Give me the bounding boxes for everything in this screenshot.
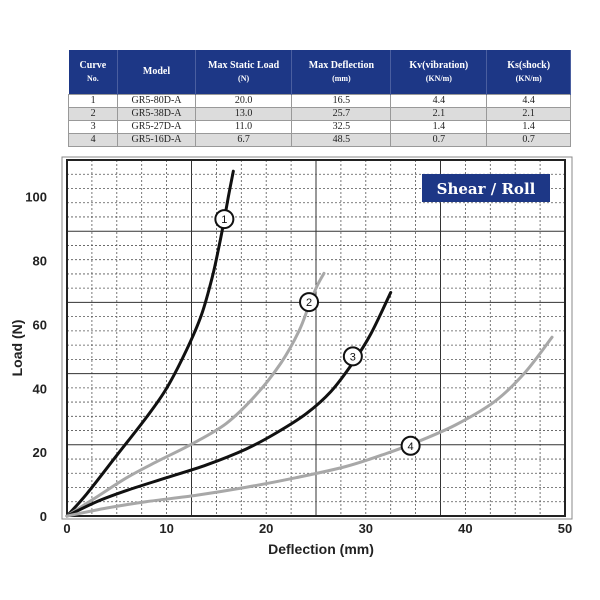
y-axis-label: Load (N) [9,320,25,377]
curve-marker-1 [214,209,235,230]
column-header: Model [117,50,196,95]
column-header-title: Model [142,65,171,77]
chart-title: Shear / Roll [437,180,536,198]
y-tick-label: 40 [33,381,47,396]
column-header-unit: (KN/m) [515,74,542,84]
table-cell: 2.1 [486,107,571,121]
curve-3 [65,291,393,518]
spec-table: Curve No. Model Max Static Load (N) Max Defle… [67,50,571,147]
curve-marker-4 [400,435,421,456]
x-tick-label: 10 [159,521,173,536]
column-header: Kv(vibration) (KN/m) [390,50,488,95]
table-cell: 13.0 [194,107,293,121]
x-axis-label: Deflection (mm) [268,541,374,557]
column-header-unit: (N) [238,74,250,84]
column-header-unit: No. [87,74,99,84]
table-row: 1 GR5-80D-A 20.0 16.5 4.4 4.4 [67,94,571,108]
table-cell: 6.7 [194,133,293,147]
table-cell: 0.7 [486,133,571,147]
table-cell: GR5-16D-A [117,133,196,147]
curve-label-3: 3 [350,351,356,363]
y-tick-label: 0 [40,509,47,524]
plot-border [66,159,566,517]
curve-label-1: 1 [221,214,227,226]
y-tick-label: 60 [33,317,47,332]
table-cell: 4 [67,133,119,147]
chart-frame [61,156,573,520]
column-header: Ks(shock) (KN/m) [486,50,571,95]
y-tick-label: 20 [33,445,47,460]
table-row: 3 GR5-27D-A 11.0 32.5 1.4 1.4 [67,120,571,134]
x-tick-label: 30 [359,521,373,536]
y-tick-label: 100 [25,190,47,205]
column-header-unit: (KN/m) [425,74,452,84]
curve-4 [65,335,554,518]
x-tick-label: 0 [63,521,70,536]
table-row: 4 GR5-16D-A 6.7 48.5 0.7 0.7 [67,133,571,147]
column-header-title: Curve [79,59,107,71]
column-header: Max Deflection (mm) [291,50,392,95]
x-tick-label: 50 [558,521,572,536]
column-header-unit: (mm) [332,74,351,84]
column-header-title: Kv(vibration) [409,59,469,71]
y-tick-label: 80 [33,254,47,269]
curve-marker-3 [342,346,363,367]
table-cell: 0.7 [390,133,488,147]
column-header: Max Static Load (N) [195,50,293,95]
column-header-title: Max Static Load [208,59,280,71]
column-header-title: Max Deflection [308,59,375,71]
curve-label-2: 2 [306,297,312,309]
table-cell: 48.5 [291,133,392,147]
title-badge [422,174,550,202]
x-tick-label: 20 [259,521,273,536]
curve-marker-2 [299,292,320,313]
table-header-row: Curve No. Model Max Static Load (N) Max Defle… [68,50,571,95]
column-header: Curve No. [68,50,119,95]
x-tick-label: 40 [458,521,472,536]
column-header-title: Ks(shock) [507,59,551,71]
curve-label-4: 4 [408,441,414,453]
